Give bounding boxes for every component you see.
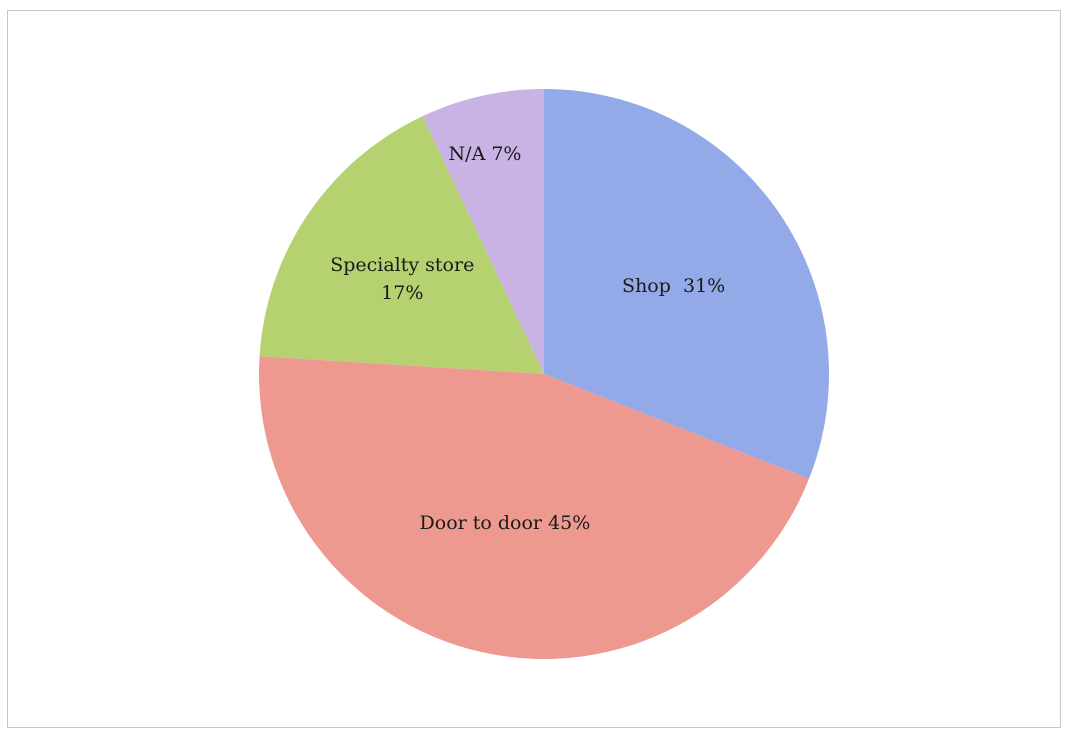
slice-label-specialty-store: Specialty store 17%: [330, 254, 474, 304]
pie-slice-specialty-store: [259, 116, 544, 374]
slice-label-shop: Shop 31%: [622, 275, 725, 297]
pie-labels: Shop 31% Door to door 45% Specialty store 1…: [330, 143, 725, 534]
pie-slices: [258, 89, 830, 660]
pie-slice-shop: [544, 89, 830, 479]
pie-slice-n-a: [422, 89, 544, 374]
slice-label-door-to-door: Door to door 45%: [420, 512, 591, 534]
pie-slice-door-to-door: [258, 356, 809, 660]
slice-label-n-a: N/A 7%: [449, 143, 522, 165]
